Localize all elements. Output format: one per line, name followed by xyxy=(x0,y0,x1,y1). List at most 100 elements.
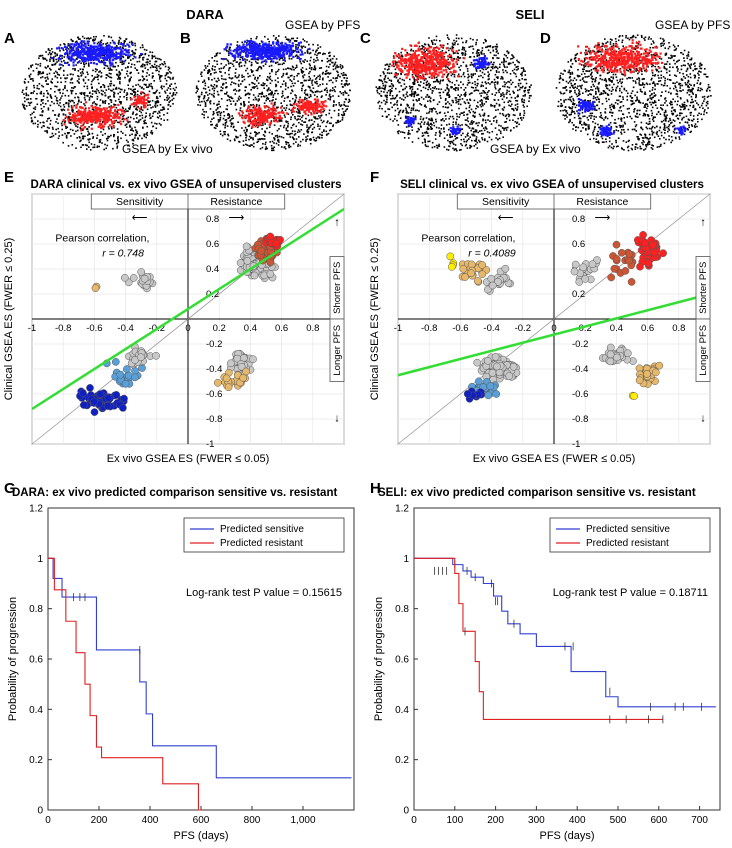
tsne-highlight-point xyxy=(260,56,263,59)
tsne-point xyxy=(266,127,268,130)
tsne-point xyxy=(104,94,107,97)
tsne-point xyxy=(39,114,42,116)
tsne-point xyxy=(250,61,253,64)
tsne-point xyxy=(91,123,94,126)
tsne-point xyxy=(38,70,40,73)
tsne-highlight-point xyxy=(81,111,84,114)
tsne-point xyxy=(54,63,56,66)
tsne-point xyxy=(154,122,156,125)
tsne-point xyxy=(226,138,229,140)
tsne-point xyxy=(257,62,259,64)
tsne-point xyxy=(466,68,469,70)
tsne-point xyxy=(330,122,332,125)
tsne-point xyxy=(71,82,74,84)
tsne-point xyxy=(506,66,508,68)
tsne-highlight-point xyxy=(265,118,269,122)
tsne-point xyxy=(282,68,285,71)
tsne-point xyxy=(462,41,464,44)
tsne-point xyxy=(311,128,314,130)
tsne-point xyxy=(142,46,144,49)
tsne-point xyxy=(238,140,240,143)
tsne-point xyxy=(339,66,341,68)
tsne-point xyxy=(196,87,198,89)
tsne-point xyxy=(141,137,143,140)
tsne-point xyxy=(250,116,253,119)
tsne-point xyxy=(233,125,235,128)
tsne-highlight-point xyxy=(284,42,287,45)
tsne-highlight-point xyxy=(69,59,72,62)
tsne-highlight-point xyxy=(313,107,316,110)
tsne-point xyxy=(386,72,389,74)
tsne-point xyxy=(446,124,448,126)
tsne-point xyxy=(335,58,338,60)
tsne-point xyxy=(100,59,103,62)
tsne-point xyxy=(30,66,32,68)
tsne-highlight-point xyxy=(322,101,325,104)
tsne-point xyxy=(65,127,67,129)
tsne-point xyxy=(322,52,325,55)
tsne-point xyxy=(447,58,449,61)
tsne-point xyxy=(88,132,90,135)
tsne-point xyxy=(431,124,433,126)
tsne-point xyxy=(211,88,214,90)
tsne-point xyxy=(301,85,304,87)
tsne-point xyxy=(284,57,286,59)
tsne-highlight-point xyxy=(290,51,293,54)
tsne-point xyxy=(397,107,399,110)
tsne-point xyxy=(326,72,328,75)
tsne-point xyxy=(248,124,251,126)
tsne-highlight-point xyxy=(79,52,82,55)
tsne-highlight-point xyxy=(102,61,105,64)
tsne-point xyxy=(241,41,243,44)
tsne-highlight-point xyxy=(308,47,311,50)
tsne-point xyxy=(252,138,254,141)
tsne-highlight-point xyxy=(308,101,311,104)
tsne-highlight-point xyxy=(251,121,254,124)
tsne-point xyxy=(46,59,48,62)
tsne-point xyxy=(198,101,201,103)
tsne-point xyxy=(58,113,60,115)
tsne-highlight-point xyxy=(260,52,263,55)
tsne-point xyxy=(105,43,107,45)
tsne-point xyxy=(294,82,296,85)
tsne-highlight-point xyxy=(241,111,244,114)
tsne-point xyxy=(270,60,273,62)
tsne-point xyxy=(462,132,464,135)
tsne-point xyxy=(292,114,294,116)
tsne-point xyxy=(111,39,114,42)
tsne-point xyxy=(67,48,70,50)
tsne-point xyxy=(498,88,501,91)
tsne-point xyxy=(339,120,342,122)
tsne-highlight-point xyxy=(254,122,257,125)
tsne-point xyxy=(252,94,255,96)
tsne-highlight-point xyxy=(70,116,73,119)
tsne-point xyxy=(67,44,69,47)
tsne-point xyxy=(509,73,512,75)
tsne-highlight-point xyxy=(94,45,98,48)
tsne-point xyxy=(459,57,462,59)
tsne-point xyxy=(53,63,55,66)
tsne-point xyxy=(218,68,221,70)
tsne-point xyxy=(211,57,213,59)
tsne-highlight-point xyxy=(250,39,253,43)
tsne-point xyxy=(122,107,124,110)
tsne-point xyxy=(314,78,317,80)
tsne-point xyxy=(134,88,136,90)
tsne-point xyxy=(64,80,67,83)
tsne-point xyxy=(226,59,229,61)
tsne-point xyxy=(297,118,299,120)
tsne-point xyxy=(496,138,499,141)
tsne-point xyxy=(225,58,227,60)
tsne-point xyxy=(412,50,414,52)
tsne-point xyxy=(403,79,405,82)
tsne-point xyxy=(167,66,170,68)
tsne-point xyxy=(282,72,285,75)
tsne-highlight-point xyxy=(106,119,109,122)
tsne-point xyxy=(265,146,267,148)
tsne-point xyxy=(149,60,151,62)
tsne-highlight-point xyxy=(317,110,320,113)
tsne-point xyxy=(411,86,414,88)
tsne-point xyxy=(300,68,302,71)
tsne-point xyxy=(475,68,478,71)
tsne-point xyxy=(308,75,310,78)
